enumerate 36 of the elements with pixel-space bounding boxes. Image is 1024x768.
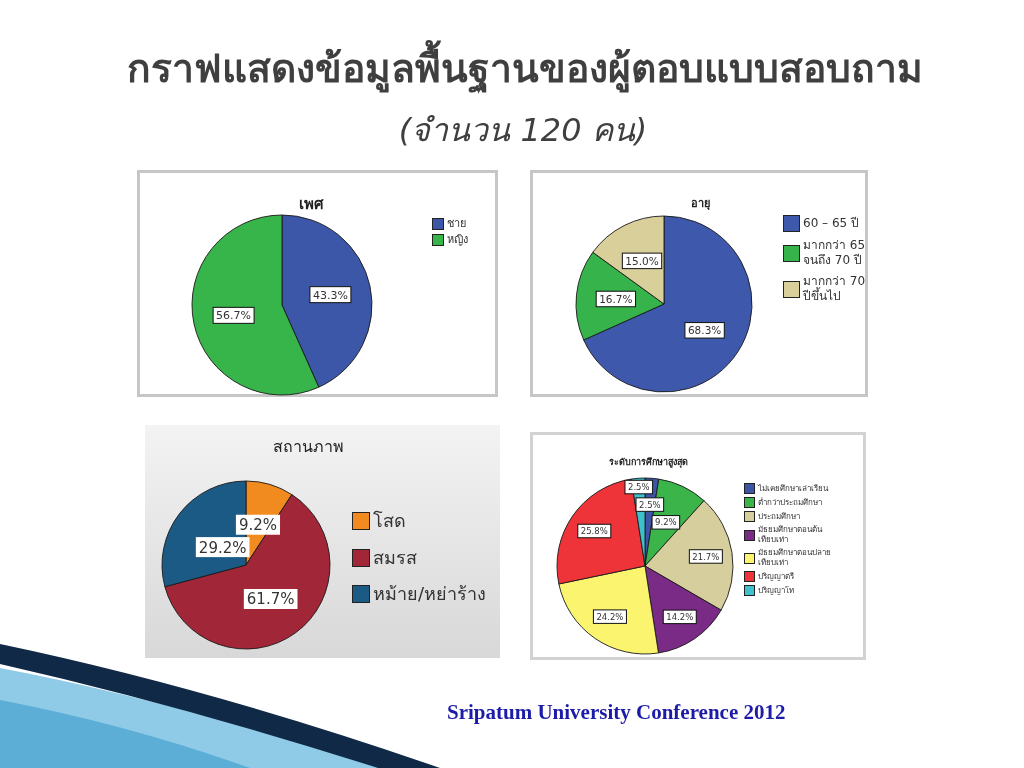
data-label: 9.2%: [238, 516, 278, 535]
legend-label: สมรส: [373, 546, 417, 569]
data-label: 68.3%: [687, 324, 722, 337]
chart-title: เพศ: [298, 195, 324, 213]
data-label: 61.7%: [246, 590, 295, 609]
data-label: 15.0%: [625, 254, 659, 267]
text: (จำนวน 120 คน): [397, 110, 649, 151]
data-label: 14.2%: [666, 611, 694, 622]
data-label: 29.2%: [198, 538, 247, 557]
data-label: 21.7%: [692, 551, 720, 562]
legend-label: หม้าย/หย่าร้าง: [373, 583, 487, 606]
legend-label: มัธยมศึกษาตอนต้นเทียบเท่า: [758, 525, 824, 545]
legend-label: มากกว่า 65 จนถึง 70 ปี: [803, 238, 867, 268]
chart-title: ระดับการศึกษาสูงสุด: [608, 457, 688, 468]
legend-label: ชาย: [447, 217, 466, 231]
legend-label: 60 – 65 ปี: [803, 216, 860, 231]
legend-label: ไม่เคยศึกษาเล่าเรียน: [758, 483, 830, 494]
data-label: 9.2%: [655, 517, 677, 528]
legend-label: ประถมศึกษา: [758, 511, 801, 522]
chart-title: สถานภาพ: [272, 437, 344, 456]
legend-label: มากกว่า 70 ปีขึ้นไป: [803, 274, 867, 304]
legend-label: ปริญญาตรี: [758, 571, 795, 582]
data-label: 24.2%: [596, 611, 624, 622]
legend-label: โสด: [373, 510, 406, 533]
data-label: 56.7%: [216, 309, 252, 323]
data-label: 25.8%: [580, 526, 608, 537]
legend-label: มัธยมศึกษาตอนปลายเทียบเท่า: [758, 548, 832, 568]
data-label: 43.3%: [312, 288, 348, 302]
legend-label: หญิง: [447, 232, 468, 247]
legend-label: ปริญญาโท: [758, 585, 795, 596]
data-label: 2.5%: [639, 499, 661, 510]
chart-title: อายุ: [690, 197, 710, 211]
data-label: 16.7%: [599, 292, 633, 305]
data-label: 2.5%: [627, 482, 650, 493]
legend-label: ต่ำกว่าประถมศึกษา: [758, 497, 823, 508]
text: Sripatum University Conference 2012: [447, 700, 786, 725]
